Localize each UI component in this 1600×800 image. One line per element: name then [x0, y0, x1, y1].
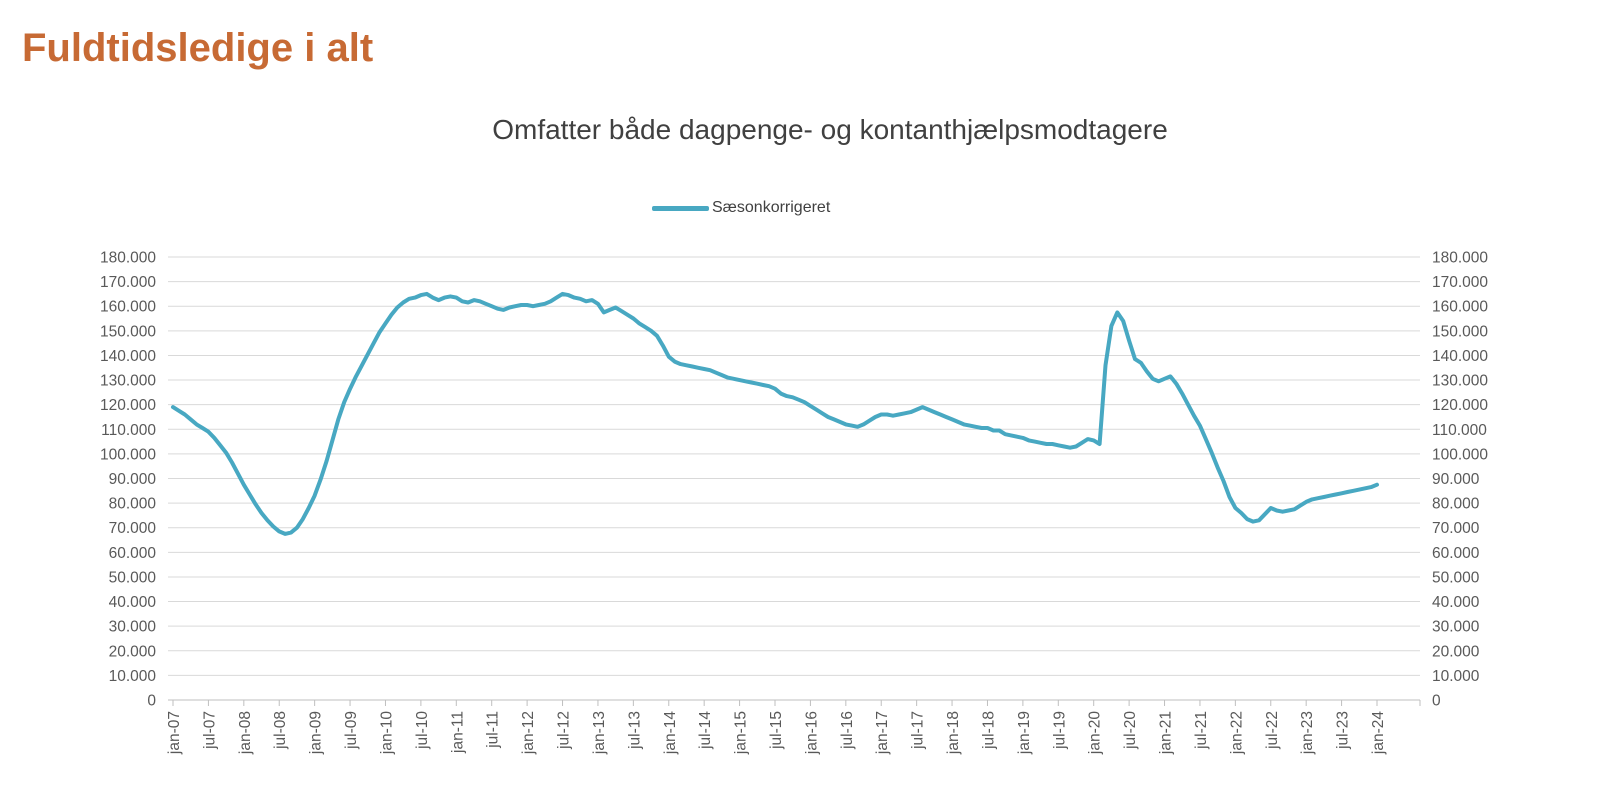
y-axis-label-left: 20.000: [109, 643, 157, 660]
x-axis-label: jan-07: [166, 711, 183, 755]
x-axis-label: jan-10: [378, 711, 395, 755]
y-axis-label-left: 40.000: [109, 594, 157, 611]
x-axis-label: jan-16: [803, 711, 820, 755]
series-line-saesonkorrigeret: [171, 291, 1379, 536]
y-axis-label-left: 160.000: [100, 299, 156, 316]
x-axis-label: jul-15: [768, 711, 785, 750]
y-axis-label-right: 30.000: [1432, 619, 1480, 636]
y-axis-label-left: 130.000: [100, 373, 156, 390]
chart-title: Omfatter både dagpenge- og kontanthjælps…: [492, 114, 1168, 145]
page-title: Fuldtidsledige i alt: [22, 26, 374, 70]
x-axis-label: jan-13: [591, 711, 608, 755]
x-axis-label: jan-18: [945, 711, 962, 755]
y-axis-label-right: 100.000: [1432, 446, 1488, 463]
x-axis-label: jul-12: [556, 711, 573, 750]
y-axis-label-right: 110.000: [1432, 422, 1487, 439]
x-axis-label: jul-14: [697, 711, 714, 750]
x-axis-label: jan-14: [662, 711, 679, 755]
x-axis-label: jan-20: [1087, 711, 1104, 755]
x-axis-label: jan-23: [1299, 711, 1316, 755]
y-axis-label-right: 10.000: [1432, 668, 1480, 685]
y-axis-label-left: 150.000: [100, 323, 156, 340]
y-axis-label-left: 100.000: [100, 446, 156, 463]
y-axis-label-right: 120.000: [1432, 397, 1488, 414]
y-axis-label-right: 90.000: [1432, 471, 1480, 488]
x-axis-label: jan-24: [1370, 711, 1387, 755]
x-axis-label: jul-18: [980, 711, 997, 750]
y-axis-label-left: 30.000: [109, 619, 157, 636]
y-axis-label-right: 40.000: [1432, 594, 1480, 611]
x-axis-label: jan-12: [520, 711, 537, 755]
x-axis-label: jul-17: [910, 711, 927, 750]
y-axis-label-left: 110.000: [101, 422, 156, 439]
chart-legend: Sæsonkorrigeret: [652, 199, 830, 217]
y-axis-label-left: 50.000: [109, 569, 157, 586]
x-axis-label: jul-23: [1335, 711, 1352, 750]
x-axis-label: jan-22: [1228, 711, 1245, 755]
x-axis-label: jul-10: [414, 711, 431, 750]
y-axis-label-left: 90.000: [109, 471, 157, 488]
x-axis-label: jan-17: [874, 711, 891, 755]
x-axis-label: jan-15: [733, 711, 750, 755]
x-axis-label: jan-09: [308, 711, 325, 755]
y-axis-label-left: 140.000: [100, 348, 156, 365]
y-axis-label-left: 0: [147, 693, 156, 710]
y-axis-label-left: 70.000: [109, 520, 157, 537]
x-axis-label: jul-08: [272, 711, 289, 750]
y-axis-label-right: 70.000: [1432, 520, 1480, 537]
x-axis-label: jul-19: [1051, 711, 1068, 750]
y-axis-label-right: 80.000: [1432, 496, 1480, 513]
y-axis-label-right: 20.000: [1432, 643, 1480, 660]
y-axis-label-right: 180.000: [1432, 250, 1488, 267]
y-axis-label-right: 170.000: [1432, 274, 1488, 291]
legend-label: Sæsonkorrigeret: [712, 199, 831, 216]
legend-line-marker: [652, 205, 709, 211]
x-axis-label: jan-21: [1158, 711, 1175, 755]
x-axis-label: jul-13: [626, 711, 643, 750]
y-axis-label-right: 0: [1432, 693, 1441, 710]
x-axis-label: jul-09: [343, 711, 360, 750]
y-axis-label-right: 50.000: [1432, 569, 1480, 586]
y-axis-label-left: 180.000: [100, 250, 156, 267]
y-axis-label-right: 130.000: [1432, 373, 1488, 390]
y-axis-label-right: 60.000: [1432, 545, 1480, 562]
y-axis-label-left: 170.000: [100, 274, 156, 291]
y-axis-label-right: 160.000: [1432, 299, 1488, 316]
x-axis-label: jul-07: [201, 711, 218, 750]
x-axis-label: jan-08: [237, 711, 254, 755]
x-axis-label: jul-11: [485, 711, 502, 749]
x-axis-label: jan-19: [1016, 711, 1033, 755]
x-axis-label: jul-22: [1264, 711, 1281, 750]
y-axis-label-right: 150.000: [1432, 323, 1488, 340]
y-axis-label-left: 80.000: [109, 496, 157, 513]
y-axis-label-right: 140.000: [1432, 348, 1488, 365]
x-axis-label: jan-11: [449, 711, 466, 754]
y-axis-label-left: 60.000: [109, 545, 157, 562]
y-axis-label-left: 10.000: [109, 668, 157, 685]
x-axis-label: jul-21: [1193, 711, 1210, 750]
x-axis-label: jul-20: [1122, 711, 1139, 750]
y-axis-label-left: 120.000: [100, 397, 156, 414]
x-axis-label: jul-16: [839, 711, 856, 750]
